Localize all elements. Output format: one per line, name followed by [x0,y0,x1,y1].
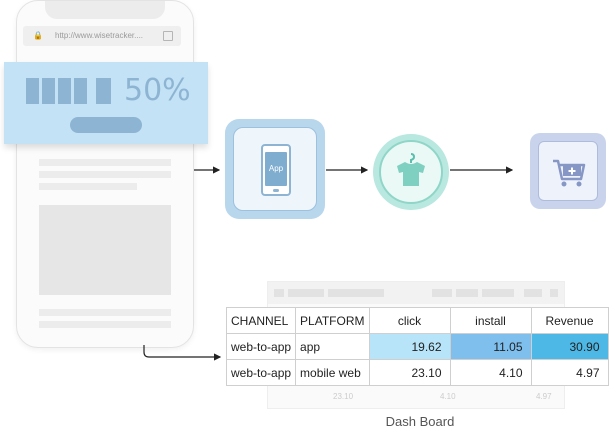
content-line [39,159,171,166]
banner-button[interactable] [70,117,142,133]
product-step [373,134,449,210]
ghost-value: 23.10 [333,392,354,401]
promo-banner: 50% [4,62,208,144]
table-row: web-to-app app 19.62 11.05 30.90 [225,333,609,360]
content-line [39,321,171,328]
progress-segment [74,78,87,104]
lock-icon: 🔒 [33,31,43,40]
app-step: App [225,119,325,219]
tabs-icon [163,31,173,41]
cell-revenue: 4.97 [530,359,609,386]
progress-segment [42,78,55,104]
cell-platform: mobile web [295,359,370,386]
add-to-cart-icon [553,159,586,187]
cell-click: 19.62 [368,333,451,360]
header-click: click [368,307,451,334]
content-line [39,183,137,190]
app-phone-icon: App [261,144,291,196]
ghost-value: 4.10 [440,392,456,401]
cell-revenue: 30.90 [530,333,609,360]
table-header-row: CHANNEL PLATFORM click install Revenue [225,307,609,334]
content-image-placeholder [39,205,171,295]
app-label: App [268,164,284,173]
arrow-phone-to-dashboard [143,345,222,361]
progress-segment [26,78,39,104]
browser-url-bar: 🔒 http://www.wisetracker.... [23,26,181,46]
table-row: web-to-app mobile web 23.10 4.10 4.97 [225,359,609,386]
content-line [39,171,171,178]
dashboard-toolbar [268,282,564,304]
banner-percent: 50% [124,73,191,108]
cell-channel: web-to-app [225,333,297,360]
cell-install: 11.05 [449,333,532,360]
cell-install: 4.10 [449,359,532,386]
cell-platform: app [295,333,370,360]
cell-click: 23.10 [368,359,451,386]
dashboard-table: CHANNEL PLATFORM click install Revenue w… [225,307,609,386]
phone-mockup: 🔒 http://www.wisetracker.... [16,0,194,348]
header-install: install [449,307,532,334]
dashboard-caption: Dash Board [385,414,455,429]
header-revenue: Revenue [530,307,609,334]
progress-segment [96,78,111,104]
content-line [39,309,171,316]
header-platform: PLATFORM [295,307,370,334]
cell-channel: web-to-app [225,359,297,386]
progress-segment [58,78,71,104]
url-text: http://www.wisetracker.... [55,31,144,40]
phone-notch [45,1,165,19]
cart-step [530,133,606,209]
header-channel: CHANNEL [225,307,297,334]
shirt-hanger-icon [397,153,425,186]
ghost-value: 4.97 [536,392,552,401]
